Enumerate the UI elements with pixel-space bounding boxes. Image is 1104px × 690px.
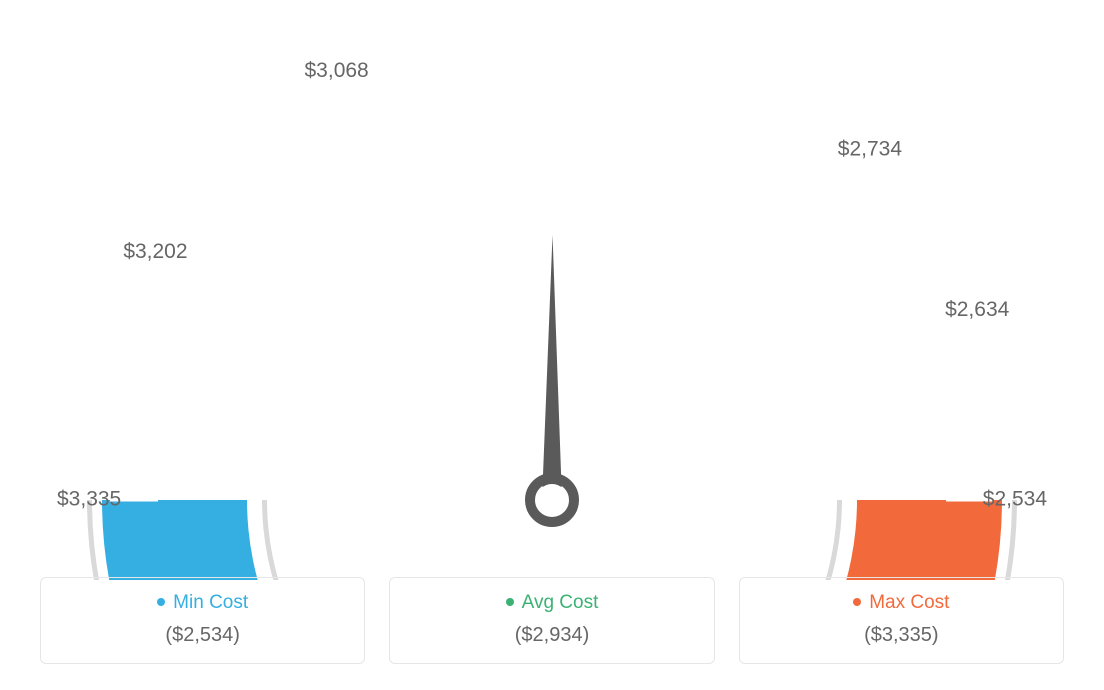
legend-cards: Min Cost ($2,534) Avg Cost ($2,934) Max … — [40, 577, 1064, 664]
min-cost-value: ($2,534) — [51, 624, 354, 647]
avg-cost-value: ($2,934) — [400, 624, 703, 647]
max-cost-title: Max Cost — [750, 592, 1053, 614]
max-cost-value: ($3,335) — [750, 624, 1053, 647]
min-cost-title: Min Cost — [51, 592, 354, 614]
max-cost-card: Max Cost ($3,335) — [739, 577, 1064, 664]
gauge-svg: $2,534$2,634$2,734$2,934$3,068$3,202$3,3… — [0, 20, 1104, 580]
max-cost-label: Max Cost — [869, 592, 949, 614]
gauge-chart-container: $2,534$2,634$2,734$2,934$3,068$3,202$3,3… — [0, 0, 1104, 690]
svg-text:$2,634: $2,634 — [945, 298, 1010, 321]
svg-text:$3,068: $3,068 — [305, 59, 369, 82]
min-dot-icon — [157, 598, 165, 606]
min-cost-card: Min Cost ($2,534) — [40, 577, 365, 664]
min-cost-label: Min Cost — [173, 592, 248, 614]
avg-cost-title: Avg Cost — [400, 592, 703, 614]
svg-text:$2,734: $2,734 — [838, 138, 903, 161]
avg-cost-card: Avg Cost ($2,934) — [389, 577, 714, 664]
svg-text:$2,534: $2,534 — [983, 488, 1048, 511]
svg-text:$3,335: $3,335 — [57, 488, 121, 511]
avg-cost-label: Avg Cost — [522, 592, 599, 614]
avg-dot-icon — [506, 598, 514, 606]
max-dot-icon — [853, 598, 861, 606]
gauge-svg-wrap: $2,534$2,634$2,734$2,934$3,068$3,202$3,3… — [0, 20, 1104, 580]
svg-text:$3,202: $3,202 — [123, 240, 187, 263]
